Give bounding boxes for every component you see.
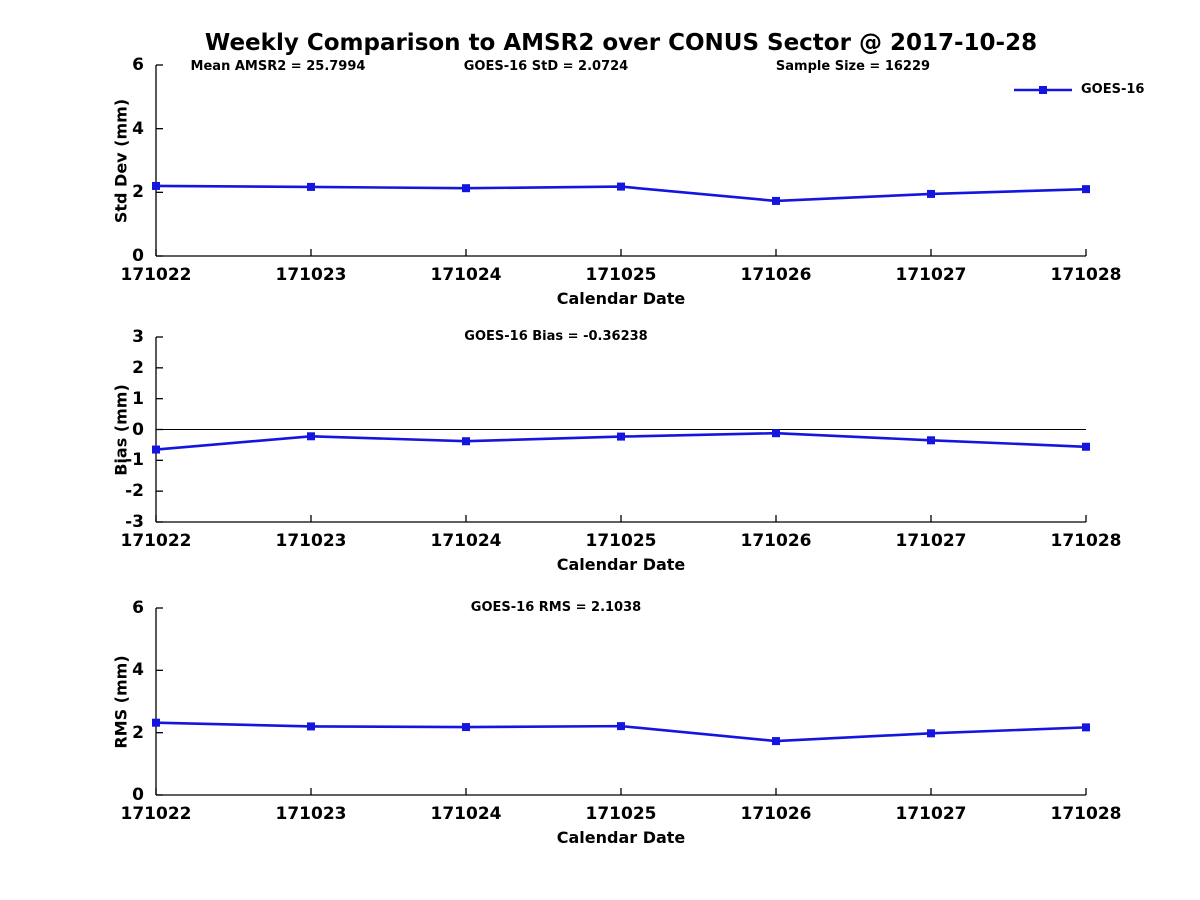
y-tick-label: 6 — [132, 55, 144, 75]
data-point-marker — [462, 184, 470, 193]
panel-2-plot-area — [152, 336, 1090, 523]
x-tick-label: 171025 — [585, 265, 657, 285]
x-tick-label: 171027 — [895, 804, 967, 824]
x-tick-label: 171028 — [1050, 804, 1122, 824]
panel-1-plot-area — [152, 64, 1090, 257]
data-point-marker — [152, 445, 160, 454]
data-point-marker — [152, 718, 160, 727]
y-axis-label: Std Dev (mm) — [111, 98, 131, 223]
y-tick-label: 0 — [132, 785, 144, 805]
x-tick-label: 171023 — [275, 804, 347, 824]
data-point-marker — [307, 182, 315, 191]
figure-title: Weekly Comparison to AMSR2 over CONUS Se… — [204, 30, 1038, 56]
x-tick-label: 171028 — [1050, 265, 1122, 285]
legend-label: GOES-16 — [1081, 82, 1145, 97]
x-tick-label: 171026 — [740, 265, 812, 285]
data-point-marker — [307, 432, 315, 441]
x-tick-label: 171025 — [585, 531, 657, 551]
panel-3-plot-area — [152, 607, 1090, 796]
y-tick-label: 3 — [132, 327, 144, 347]
y-axis-label: Bias (mm) — [111, 383, 131, 476]
data-point-marker — [1082, 185, 1090, 194]
y-axis-label: RMS (mm) — [111, 654, 131, 749]
data-point-marker — [617, 432, 625, 441]
data-point-marker — [1082, 442, 1090, 451]
data-point-marker — [772, 429, 780, 438]
annotation-goes16-std: GOES-16 StD = 2.0724 — [463, 59, 629, 74]
x-tick-label: 171023 — [275, 265, 347, 285]
x-tick-label: 171024 — [430, 804, 502, 824]
legend-line-marker-icon — [1014, 85, 1072, 94]
y-tick-label: -2 — [125, 481, 144, 502]
x-tick-label: 171026 — [740, 804, 812, 824]
annotation-mean-amsr2: Mean AMSR2 = 25.7994 — [190, 59, 366, 74]
data-point-marker — [152, 181, 160, 190]
x-tick-label: 171028 — [1050, 531, 1122, 551]
y-tick-label: -1 — [125, 450, 144, 471]
x-tick-label: 171024 — [430, 265, 502, 285]
data-point-marker — [462, 723, 470, 732]
data-point-marker — [927, 729, 935, 738]
data-point-marker — [617, 182, 625, 191]
x-tick-label: 171027 — [895, 531, 967, 551]
y-tick-label: 1 — [132, 388, 144, 409]
x-tick-label: 171025 — [585, 804, 657, 824]
x-tick-label: 171022 — [120, 265, 192, 285]
data-point-marker — [927, 189, 935, 198]
x-tick-label: 171023 — [275, 531, 347, 551]
annotation-sample-size: Sample Size = 16229 — [775, 59, 931, 74]
data-point-marker — [1082, 723, 1090, 732]
y-tick-label: 0 — [132, 419, 144, 440]
data-point-marker — [927, 436, 935, 445]
legend: GOES-16 — [1014, 82, 1144, 97]
y-tick-label: 0 — [132, 246, 144, 266]
x-tick-label: 171022 — [120, 804, 192, 824]
y-tick-label: 6 — [132, 598, 144, 618]
x-tick-label: 171027 — [895, 265, 967, 285]
x-axis-label: Calendar Date — [556, 289, 686, 308]
y-tick-label: -3 — [125, 512, 144, 532]
x-tick-label: 171022 — [120, 531, 192, 551]
y-tick-label: 2 — [132, 182, 144, 203]
y-tick-label: 4 — [132, 660, 144, 681]
data-point-marker — [772, 196, 780, 205]
panel-subtitle: GOES-16 RMS = 2.1038 — [470, 600, 642, 615]
x-axis-label: Calendar Date — [556, 555, 686, 574]
data-point-marker — [772, 737, 780, 746]
x-tick-label: 171026 — [740, 531, 812, 551]
y-tick-label: 4 — [132, 118, 144, 139]
panel-subtitle: GOES-16 Bias = -0.36238 — [464, 329, 648, 344]
data-point-marker — [617, 722, 625, 731]
y-tick-label: 2 — [132, 357, 144, 378]
data-point-marker — [307, 722, 315, 731]
x-axis-label: Calendar Date — [556, 828, 686, 847]
x-tick-label: 171024 — [430, 531, 502, 551]
y-tick-label: 2 — [132, 722, 144, 743]
data-point-marker — [462, 437, 470, 446]
